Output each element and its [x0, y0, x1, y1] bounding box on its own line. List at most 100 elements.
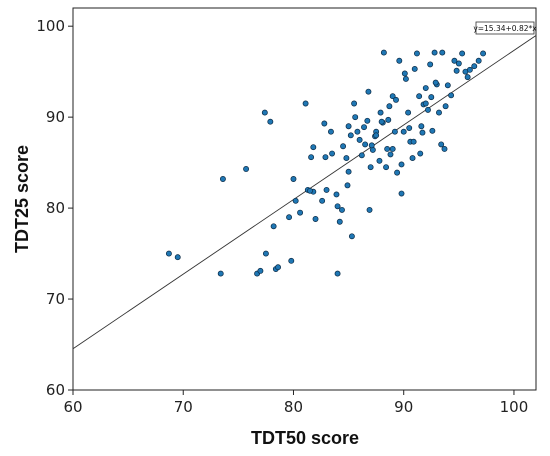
data-point [347, 132, 354, 139]
data-point [243, 166, 250, 172]
data-point [453, 67, 460, 74]
data-point [377, 109, 384, 116]
fit-line [72, 35, 537, 350]
x-tick-label: 90 [394, 398, 413, 416]
data-point [344, 182, 351, 189]
data-point [290, 176, 297, 182]
data-point [394, 169, 401, 176]
data-point [310, 144, 317, 151]
x-tick-label: 80 [284, 398, 303, 416]
data-point [361, 124, 367, 131]
data-point [329, 150, 336, 157]
data-point [422, 85, 429, 91]
data-point [398, 190, 405, 197]
data-point [419, 129, 426, 136]
data-point [343, 155, 350, 162]
fit-equation-label: y=15.34+0.82*x [473, 24, 537, 33]
data-point [425, 106, 431, 113]
data-point [307, 187, 313, 194]
data-point [439, 49, 446, 56]
data-point [323, 186, 330, 193]
data-point [471, 63, 478, 70]
data-point [312, 216, 319, 222]
data-point [396, 57, 403, 64]
data-point [427, 61, 434, 68]
data-point [348, 233, 355, 240]
data-point [429, 127, 436, 134]
data-point [398, 161, 405, 168]
data-point [345, 168, 352, 175]
data-point [387, 151, 394, 158]
data-point [391, 128, 398, 135]
y-tick-label: 70 [46, 290, 65, 308]
data-point [174, 254, 181, 261]
data-point [409, 155, 416, 162]
data-point [438, 141, 445, 148]
data-point [368, 142, 375, 149]
data-point [219, 176, 226, 182]
data-point [354, 128, 361, 135]
data-point [466, 66, 473, 73]
data-point [373, 132, 380, 139]
data-point [413, 50, 420, 57]
data-point [385, 116, 392, 123]
data-point [292, 197, 299, 204]
data-point [455, 60, 462, 67]
data-point [333, 191, 340, 198]
data-point [402, 75, 409, 82]
data-point [362, 141, 369, 148]
fit-equation-box: y=15.34+0.82*x [473, 21, 537, 35]
y-tick-label: 80 [46, 199, 65, 217]
x-tick-label: 70 [174, 398, 193, 416]
data-point [383, 164, 390, 171]
data-point [459, 50, 466, 57]
fit-line-layer [72, 35, 537, 350]
data-point [302, 100, 309, 107]
data-point [345, 123, 352, 130]
data-point [367, 164, 374, 171]
x-tick-label: 100 [500, 398, 529, 416]
data-point [352, 114, 359, 121]
y-tick-label: 90 [46, 108, 65, 126]
data-point [308, 154, 315, 161]
data-point [400, 128, 407, 135]
data-point [431, 49, 438, 56]
data-point [389, 93, 396, 100]
plot-area [72, 7, 537, 391]
data-point [358, 152, 365, 159]
data-point [257, 267, 264, 274]
data-point [366, 206, 373, 213]
y-tick-label: 100 [36, 17, 65, 35]
data-point [418, 123, 425, 130]
data-point [393, 96, 399, 103]
data-point [334, 203, 341, 210]
data-point [217, 270, 224, 277]
data-point [410, 138, 417, 145]
x-axis-ticks: 60 70 80 90 100 [63, 390, 528, 416]
data-point [321, 120, 328, 127]
y-axis-title: TDT25 score [12, 145, 32, 253]
data-point [417, 150, 424, 157]
x-axis-title: TDT50 score [251, 428, 359, 448]
data-point [286, 214, 293, 221]
data-point [275, 264, 281, 271]
data-point [365, 88, 372, 95]
data-point [380, 49, 387, 56]
data-point [351, 100, 358, 107]
data-point [319, 197, 326, 204]
data-point [322, 154, 329, 161]
data-point [441, 146, 448, 152]
data-point [451, 57, 458, 64]
data-point [480, 50, 487, 57]
data-point [406, 125, 413, 132]
data-point [261, 109, 268, 116]
data-point [334, 270, 341, 277]
data-point [297, 209, 304, 216]
data-point [376, 157, 383, 164]
data-point [288, 257, 295, 264]
data-point [448, 92, 455, 99]
data-point [405, 109, 412, 116]
y-tick-label: 60 [46, 381, 65, 399]
data-point [422, 100, 429, 107]
data-point [270, 223, 277, 230]
